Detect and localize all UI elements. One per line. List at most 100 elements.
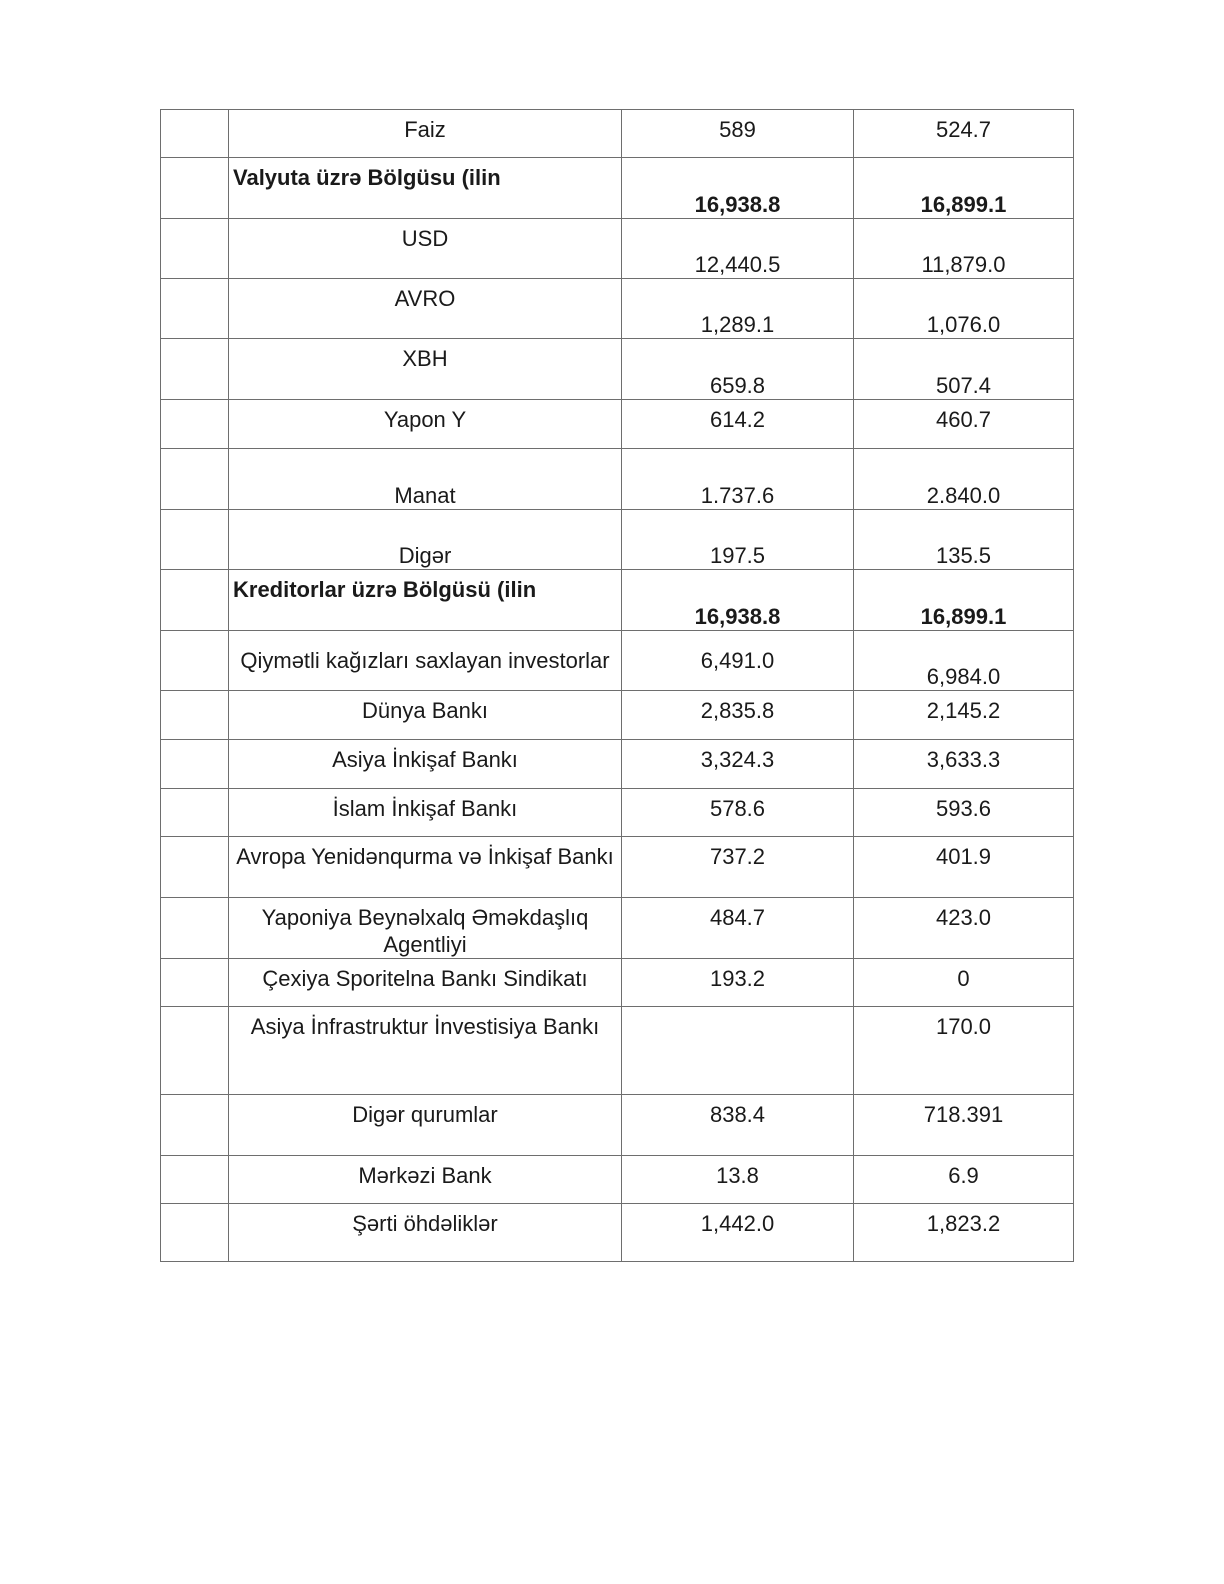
value-year-2: 170.0 (853, 1006, 1074, 1095)
row-index-cell (160, 399, 229, 449)
table-row: Dünya Bankı 2,835.8 2,145.2 (160, 690, 1074, 740)
value-year-2: 401.9 (853, 836, 1074, 898)
value-year-2: 507.4 (853, 338, 1074, 400)
row-label: Valyuta üzrə Bölgüsu (ilin (228, 157, 622, 219)
table-row: Mərkəzi Bank 13.8 6.9 (160, 1155, 1074, 1204)
value-year-2: 1,823.2 (853, 1203, 1074, 1262)
row-label: Digər (228, 509, 622, 570)
row-index-cell (160, 338, 229, 400)
row-index-cell (160, 509, 229, 570)
value-year-1: 193.2 (621, 958, 854, 1007)
value-year-2: 16,899.1 (853, 157, 1074, 219)
value-year-1 (621, 1006, 854, 1095)
value-year-2: 718.391 (853, 1094, 1074, 1156)
value-year-1: 1,442.0 (621, 1203, 854, 1262)
table-row: USD 12,440.5 11,879.0 (160, 218, 1074, 279)
value-year-1: 659.8 (621, 338, 854, 400)
table-row: Digər qurumlar 838.4 718.391 (160, 1094, 1074, 1156)
table-row: Çexiya Sporitelna Bankı Sindikatı 193.2 0 (160, 958, 1074, 1007)
row-index-cell (160, 739, 229, 789)
row-label: Yaponiya Beynəlxalq Əməkdaşlıq Agentliyi (228, 897, 622, 959)
debt-table: Faiz 589 524.7 Valyuta üzrə Bölgüsu (ilin 16… (160, 109, 1074, 1262)
value-year-2: 0 (853, 958, 1074, 1007)
value-year-1: 838.4 (621, 1094, 854, 1156)
row-label: Dünya Bankı (228, 690, 622, 740)
value-year-2: 1,076.0 (853, 278, 1074, 339)
row-index-cell (160, 569, 229, 631)
row-label: Avropa Yenidənqurma və İnkişaf Bankı (228, 836, 622, 898)
row-label: Digər qurumlar (228, 1094, 622, 1156)
row-label: Yapon Y (228, 399, 622, 449)
table-row: Asiya İnkişaf Bankı 3,324.3 3,633.3 (160, 739, 1074, 789)
row-index-cell (160, 218, 229, 279)
row-label: XBH (228, 338, 622, 400)
value-year-1: 6,491.0 (621, 630, 854, 691)
value-year-2: 6,984.0 (853, 630, 1074, 691)
table-row: Avropa Yenidənqurma və İnkişaf Bankı 737.… (160, 836, 1074, 898)
row-index-cell (160, 1006, 229, 1095)
value-year-2: 423.0 (853, 897, 1074, 959)
row-label: Şərti öhdəliklər (228, 1203, 622, 1262)
row-label: Asiya İnfrastruktur İnvestisiya Bankı (228, 1006, 622, 1095)
value-year-1: 3,324.3 (621, 739, 854, 789)
row-index-cell (160, 157, 229, 219)
value-year-1: 197.5 (621, 509, 854, 570)
value-year-2: 135.5 (853, 509, 1074, 570)
value-year-2: 2.840.0 (853, 448, 1074, 510)
row-label: Manat (228, 448, 622, 510)
row-index-cell (160, 1155, 229, 1204)
value-year-2: 460.7 (853, 399, 1074, 449)
table-row: Yapon Y 614.2 460.7 (160, 399, 1074, 449)
value-year-1: 16,938.8 (621, 157, 854, 219)
table-section-row: Valyuta üzrə Bölgüsu (ilin 16,938.8 16,899… (160, 157, 1074, 219)
table-section-row: Kreditorlar üzrə Bölgüsü (ilin 16,938.8 16… (160, 569, 1074, 631)
value-year-1: 1,289.1 (621, 278, 854, 339)
table-row: Qiymətli kağızları saxlayan investorlar 6… (160, 630, 1074, 691)
table-row: Manat 1.737.6 2.840.0 (160, 448, 1074, 510)
value-year-1: 589 (621, 109, 854, 158)
row-index-cell (160, 278, 229, 339)
row-label: Qiymətli kağızları saxlayan investorlar (228, 630, 622, 691)
row-label: Asiya İnkişaf Bankı (228, 739, 622, 789)
value-year-1: 737.2 (621, 836, 854, 898)
value-year-1: 12,440.5 (621, 218, 854, 279)
row-index-cell (160, 836, 229, 898)
row-index-cell (160, 1203, 229, 1262)
table-row: XBH 659.8 507.4 (160, 338, 1074, 400)
row-index-cell (160, 897, 229, 959)
row-label: İslam İnkişaf Bankı (228, 788, 622, 837)
value-year-1: 578.6 (621, 788, 854, 837)
table-row: AVRO 1,289.1 1,076.0 (160, 278, 1074, 339)
value-year-2: 16,899.1 (853, 569, 1074, 631)
row-label: Faiz (228, 109, 622, 158)
value-year-2: 524.7 (853, 109, 1074, 158)
table-row: Asiya İnfrastruktur İnvestisiya Bankı 170… (160, 1006, 1074, 1095)
value-year-2: 2,145.2 (853, 690, 1074, 740)
value-year-2: 6.9 (853, 1155, 1074, 1204)
value-year-1: 614.2 (621, 399, 854, 449)
row-label: Kreditorlar üzrə Bölgüsü (ilin (228, 569, 622, 631)
row-label: Çexiya Sporitelna Bankı Sindikatı (228, 958, 622, 1007)
row-index-cell (160, 630, 229, 691)
row-index-cell (160, 448, 229, 510)
table-row: Yaponiya Beynəlxalq Əməkdaşlıq Agentliyi… (160, 897, 1074, 959)
row-label: AVRO (228, 278, 622, 339)
value-year-2: 593.6 (853, 788, 1074, 837)
row-label: Mərkəzi Bank (228, 1155, 622, 1204)
row-index-cell (160, 788, 229, 837)
table-row: Şərti öhdəliklər 1,442.0 1,823.2 (160, 1203, 1074, 1262)
value-year-2: 3,633.3 (853, 739, 1074, 789)
value-year-1: 484.7 (621, 897, 854, 959)
value-year-1: 1.737.6 (621, 448, 854, 510)
row-index-cell (160, 958, 229, 1007)
row-index-cell (160, 1094, 229, 1156)
row-index-cell (160, 690, 229, 740)
value-year-2: 11,879.0 (853, 218, 1074, 279)
value-year-1: 13.8 (621, 1155, 854, 1204)
value-year-1: 2,835.8 (621, 690, 854, 740)
value-year-1: 16,938.8 (621, 569, 854, 631)
table-row: Digər 197.5 135.5 (160, 509, 1074, 570)
table-row: Faiz 589 524.7 (160, 109, 1074, 158)
row-label: USD (228, 218, 622, 279)
table-row: İslam İnkişaf Bankı 578.6 593.6 (160, 788, 1074, 837)
